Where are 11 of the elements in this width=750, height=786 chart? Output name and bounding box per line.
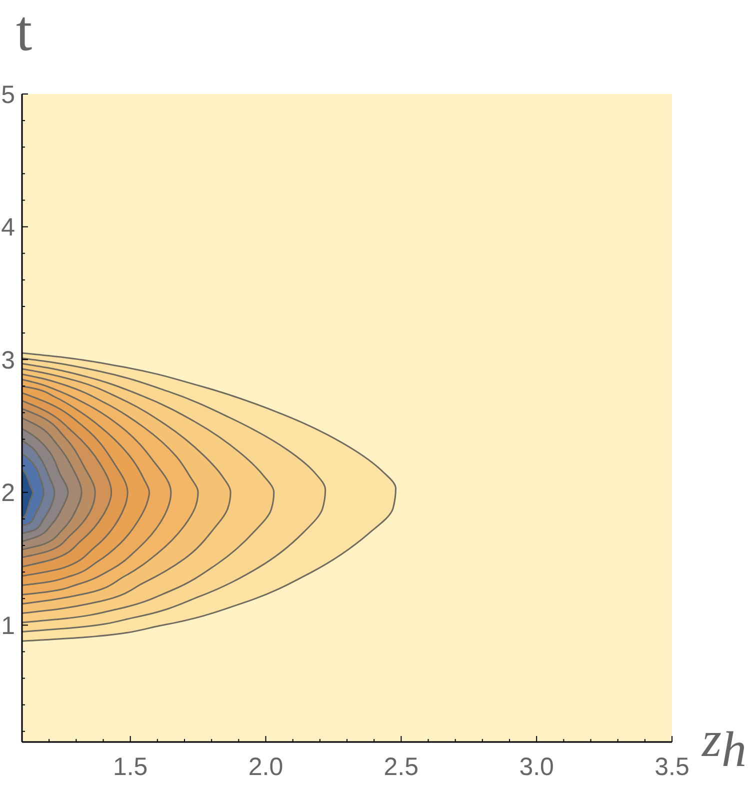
y-tick-label: 3 [1,346,15,374]
x-tick-label: 3.5 [654,753,690,781]
x-tick-label: 2.0 [248,753,284,781]
x-tick-label: 2.5 [384,753,419,781]
x-tick-label: 3.0 [519,753,554,781]
y-tick-label: 2 [1,479,15,508]
x-tick-label: 1.5 [112,753,148,781]
y-axis-title: t [16,0,32,63]
y-tick-label: 4 [1,214,16,242]
y-tick-label: 5 [1,80,15,109]
y-tick-label: 1 [1,612,15,640]
